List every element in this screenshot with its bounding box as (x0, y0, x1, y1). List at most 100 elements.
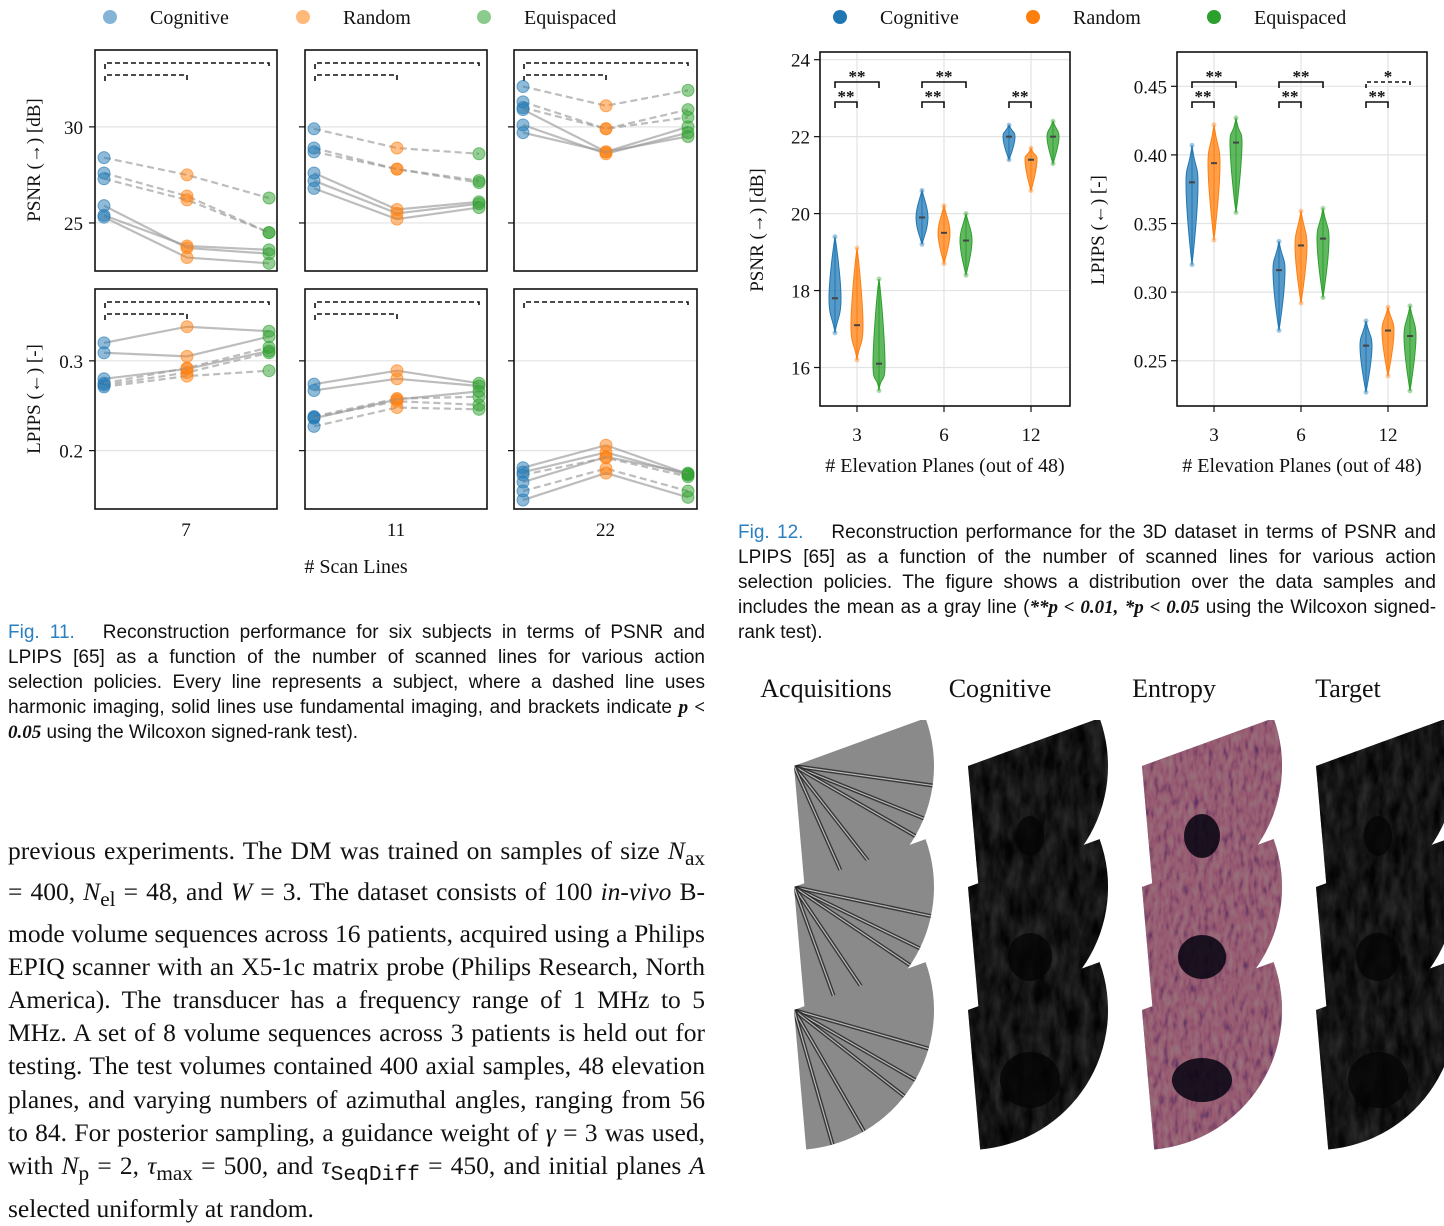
legend-label-equispaced: Equispaced (524, 7, 616, 29)
bmode-dark-region (1356, 933, 1400, 981)
significance-bracket (834, 81, 880, 88)
subject-point-random (180, 239, 194, 253)
subject-point-equispaced (472, 402, 486, 416)
subject-point-equispaced (472, 147, 486, 161)
subject-point-equispaced (262, 256, 276, 270)
x-tick-label: 12 (1379, 425, 1398, 446)
subject-point-cognitive (307, 122, 321, 136)
body-math-tau2-sub: SeqDiff (330, 1163, 420, 1188)
subject-point-random (390, 212, 404, 226)
violin-equispaced-6 (1316, 208, 1330, 298)
legend-marker-cognitive (103, 10, 117, 24)
entropy-dark-region (1172, 1058, 1232, 1102)
subject-line (103, 177, 270, 234)
violin-cognitive-3 (828, 236, 842, 333)
violin-max (941, 203, 947, 209)
panel-frame (94, 288, 278, 510)
subject-line (313, 406, 480, 428)
significance-bracket (1008, 101, 1032, 108)
significance-bracket (1191, 81, 1237, 88)
violin-max (1320, 205, 1326, 211)
significance-label: ** (1195, 87, 1212, 106)
bmode-dark-region (1364, 816, 1392, 856)
subject-point-random (180, 193, 194, 207)
scan-line (794, 765, 925, 842)
violin-max (854, 245, 860, 251)
subject-line (103, 346, 270, 385)
violin-min (1189, 262, 1195, 268)
violin-min (832, 330, 838, 336)
legend-marker-random (296, 10, 310, 24)
significance-bracket (314, 62, 480, 69)
violin-random-12 (1381, 307, 1395, 376)
scan-line (794, 886, 930, 954)
violin-max (1050, 118, 1056, 124)
panel-frame (304, 288, 488, 510)
figure-11-caption-tail: using the Wilcoxon signed-rank test). (46, 722, 359, 743)
acquisition-fan (794, 720, 934, 906)
violin-cognitive-3 (1185, 145, 1199, 265)
violin-cognitive-12 (1002, 123, 1016, 162)
body-math-a: A (689, 1151, 705, 1181)
fig12-xlabel-psnr: # Elevation Planes (out of 48) (825, 455, 1064, 477)
significance-bracket (1278, 101, 1302, 108)
body-text-9: B-mode volume sequences across 16 patien… (8, 877, 705, 1147)
y-tick-label: 24 (791, 51, 811, 72)
y-tick-label: 0.3 (59, 352, 83, 373)
subject-point-random (180, 251, 194, 265)
violin-min (1407, 388, 1413, 394)
body-text-19: selected uniformly at random. (8, 1194, 314, 1224)
violin-random-6 (937, 203, 951, 264)
y-tick-label: 25 (64, 214, 83, 235)
violin-equispaced-3 (872, 278, 886, 391)
violin-max (1028, 145, 1034, 151)
legend-label-random: Random (1073, 7, 1141, 29)
ultrasound-image-entropy-row2 (1142, 839, 1282, 1027)
violin-cognitive-6 (915, 188, 929, 245)
significance-label: ** (838, 87, 855, 106)
body-math-nax: N (667, 836, 685, 865)
figure-11-caption-math: p < 0.05 (8, 697, 706, 743)
body-math-nel-sub: el (100, 887, 116, 912)
figure-11-caption: Fig. 11. Reconstruction performance for s… (8, 620, 705, 745)
significance-bracket (834, 101, 858, 108)
violin-max (1407, 303, 1413, 309)
body-text-invivo: in-vivo (600, 877, 672, 907)
body-math-nax-sub: ax (684, 846, 705, 871)
fig11-panel-label-22: 22 (596, 520, 615, 541)
y-tick-label: 0.45 (1134, 77, 1167, 98)
subject-line (103, 156, 270, 200)
subject-point-random (390, 401, 404, 415)
legend-marker-equispaced (477, 10, 491, 24)
significance-bracket (314, 313, 398, 320)
fig12-ylabel-psnr: PSNR (→) [dB] (747, 168, 768, 292)
body-text-7: = 3. The dataset consists of 100 (252, 877, 601, 907)
subject-point-equispaced (472, 201, 486, 215)
fig12-ylabel-lpips: LPIPS (←) [-] (1088, 175, 1109, 285)
significance-label: ** (925, 87, 942, 106)
violin-max (1385, 304, 1391, 310)
significance-bracket (1191, 101, 1215, 108)
legend-marker-random (1026, 10, 1040, 24)
y-tick-label: 0.40 (1134, 146, 1167, 167)
violin-max (1276, 238, 1282, 244)
y-tick-label: 30 (64, 118, 83, 139)
y-tick-label: 20 (791, 205, 810, 226)
subject-line (522, 85, 689, 107)
significance-label: ** (936, 67, 953, 86)
x-tick-label: 12 (1022, 425, 1041, 446)
subject-point-equispaced (681, 490, 695, 504)
significance-bracket (104, 313, 188, 320)
image-header-acquisitions: Acquisitions (760, 674, 892, 703)
violin-min (941, 261, 947, 267)
subject-point-cognitive (516, 103, 530, 117)
subject-point-cognitive (307, 419, 321, 433)
significance-label: ** (1282, 87, 1299, 106)
panel-frame (1176, 51, 1428, 407)
significance-bracket (314, 74, 398, 81)
legend-label-random: Random (343, 7, 411, 29)
subject-point-cognitive (516, 493, 530, 507)
significance-bracket (104, 74, 188, 81)
scan-line (794, 1009, 913, 1103)
